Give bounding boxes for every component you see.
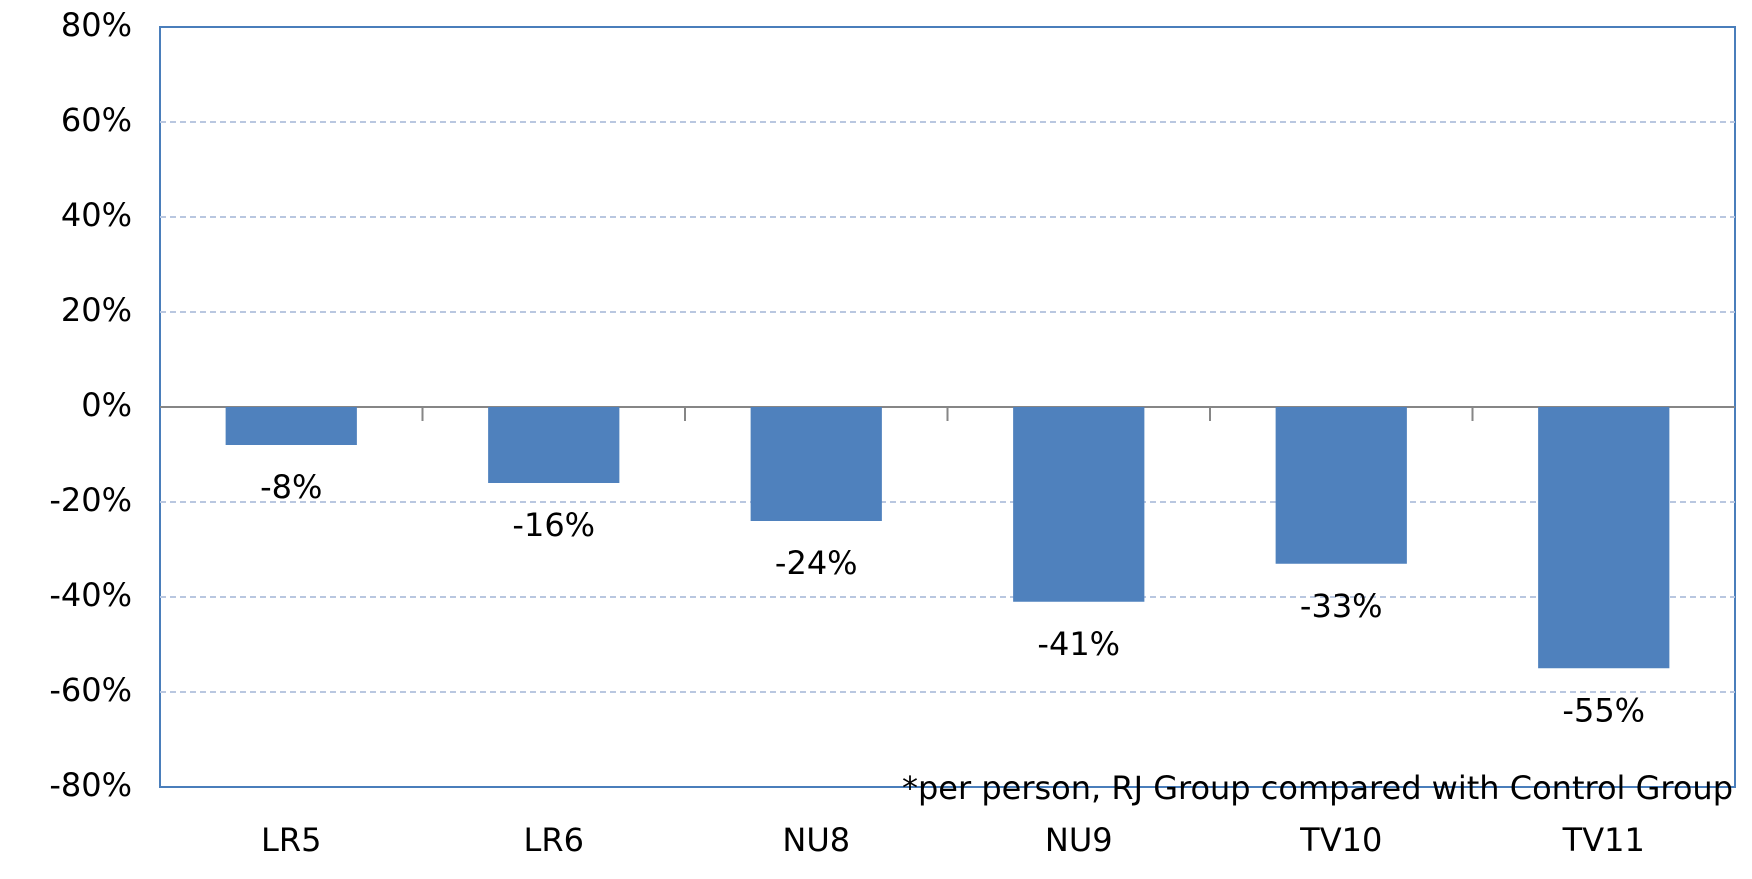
data-label: -24%	[775, 544, 858, 582]
y-tick-label: 80%	[61, 6, 132, 44]
data-label: -8%	[260, 468, 322, 506]
x-tick-label: TV11	[1562, 821, 1645, 859]
x-tick-label: LR6	[524, 821, 584, 859]
y-tick-label: 0%	[81, 386, 132, 424]
y-tick-label: -40%	[49, 576, 132, 614]
x-tick-label: NU9	[1045, 821, 1113, 859]
bar	[1013, 407, 1145, 602]
x-tick-label: LR5	[261, 821, 321, 859]
data-label: -41%	[1037, 625, 1120, 663]
bar	[1275, 407, 1407, 564]
x-tick-label: NU8	[782, 821, 850, 859]
y-tick-label: 20%	[61, 291, 132, 329]
data-label: -55%	[1562, 691, 1645, 729]
y-tick-label: -20%	[49, 481, 132, 519]
annotation: *per person, RJ Group compared with Cont…	[902, 769, 1733, 807]
x-tick-label: TV10	[1299, 821, 1382, 859]
bar	[1538, 407, 1670, 669]
bar	[488, 407, 620, 483]
y-tick-label: -80%	[49, 766, 132, 804]
data-label: -16%	[512, 506, 595, 544]
y-tick-label: -60%	[49, 671, 132, 709]
data-label: -33%	[1300, 587, 1383, 625]
y-tick-label: 60%	[61, 101, 132, 139]
y-tick-label: 40%	[61, 196, 132, 234]
bar	[225, 407, 357, 445]
bar	[750, 407, 882, 521]
